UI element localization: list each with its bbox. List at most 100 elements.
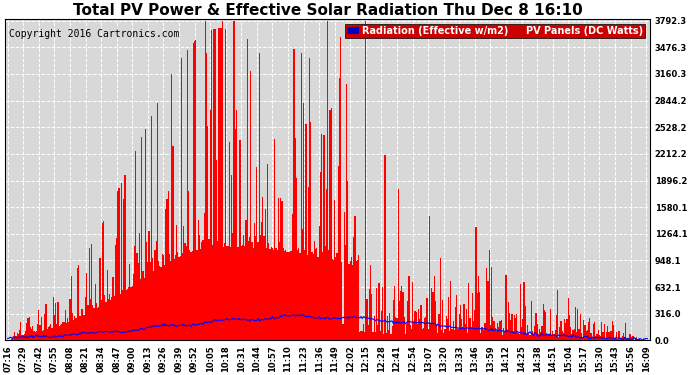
Bar [515,318,516,340]
Bar [502,335,503,340]
Bar [286,252,287,340]
Bar [54,315,55,340]
Bar [550,309,551,340]
Bar [25,331,26,340]
Bar [184,243,186,340]
Bar [636,338,637,340]
Bar [455,307,456,340]
Bar [464,324,466,340]
Bar [251,242,253,340]
Bar [360,331,362,340]
Bar [410,326,411,340]
Bar [31,329,32,340]
Bar [595,336,596,340]
Bar [544,310,545,340]
Bar [243,235,244,340]
Bar [393,300,394,340]
Text: Copyright 2016 Cartronics.com: Copyright 2016 Cartronics.com [8,28,179,39]
Bar [440,258,441,340]
Bar [565,323,566,340]
Bar [298,248,299,340]
Bar [454,330,455,340]
Bar [10,339,12,340]
Bar [48,327,49,340]
Bar [347,181,348,340]
Bar [340,37,342,340]
Bar [324,246,326,340]
Bar [619,331,620,340]
Bar [174,259,175,340]
Bar [628,338,629,340]
Bar [316,248,317,340]
Bar [491,267,492,340]
Bar [383,334,384,340]
Bar [537,324,538,340]
Bar [269,249,270,340]
Bar [456,295,457,340]
Bar [226,246,228,340]
Bar [518,333,519,340]
Bar [257,242,259,340]
Bar [598,330,599,340]
Bar [433,276,435,340]
Bar [96,303,97,340]
Bar [408,276,410,340]
Bar [114,296,115,340]
Bar [527,325,528,340]
Bar [291,251,292,340]
Bar [588,322,589,340]
Bar [444,328,446,340]
Bar [104,295,106,340]
Bar [353,237,355,340]
Bar [239,140,241,340]
Bar [242,245,243,340]
Bar [357,260,358,340]
Bar [101,224,103,340]
Bar [332,260,333,340]
Bar [124,175,126,340]
Bar [503,328,504,340]
Bar [415,312,417,340]
Bar [412,282,413,340]
Bar [110,300,111,340]
Bar [165,210,166,340]
Bar [519,334,520,340]
Bar [88,248,90,340]
Bar [348,264,350,340]
Bar [262,197,264,340]
Bar [596,334,598,340]
Bar [497,323,498,340]
Bar [560,321,562,340]
Bar [471,327,472,340]
Bar [287,252,288,340]
Bar [373,316,375,340]
Bar [56,324,57,340]
Bar [622,336,623,340]
Bar [301,53,302,340]
Bar [129,264,130,340]
Bar [604,324,605,340]
Bar [620,338,622,340]
Bar [381,311,382,340]
Bar [378,283,380,340]
Bar [605,338,606,340]
Bar [117,191,119,340]
Bar [267,165,268,340]
Bar [57,302,59,340]
Bar [128,286,129,340]
Bar [508,302,509,340]
Bar [151,116,152,340]
Bar [575,307,576,340]
Bar [395,317,396,340]
Bar [47,329,48,340]
Bar [484,324,485,340]
Bar [500,321,501,340]
Bar [441,330,442,340]
Bar [14,332,15,340]
Bar [238,247,239,340]
Bar [547,335,549,340]
Bar [513,331,514,340]
Bar [199,235,200,340]
Bar [607,326,609,340]
Bar [576,332,578,340]
